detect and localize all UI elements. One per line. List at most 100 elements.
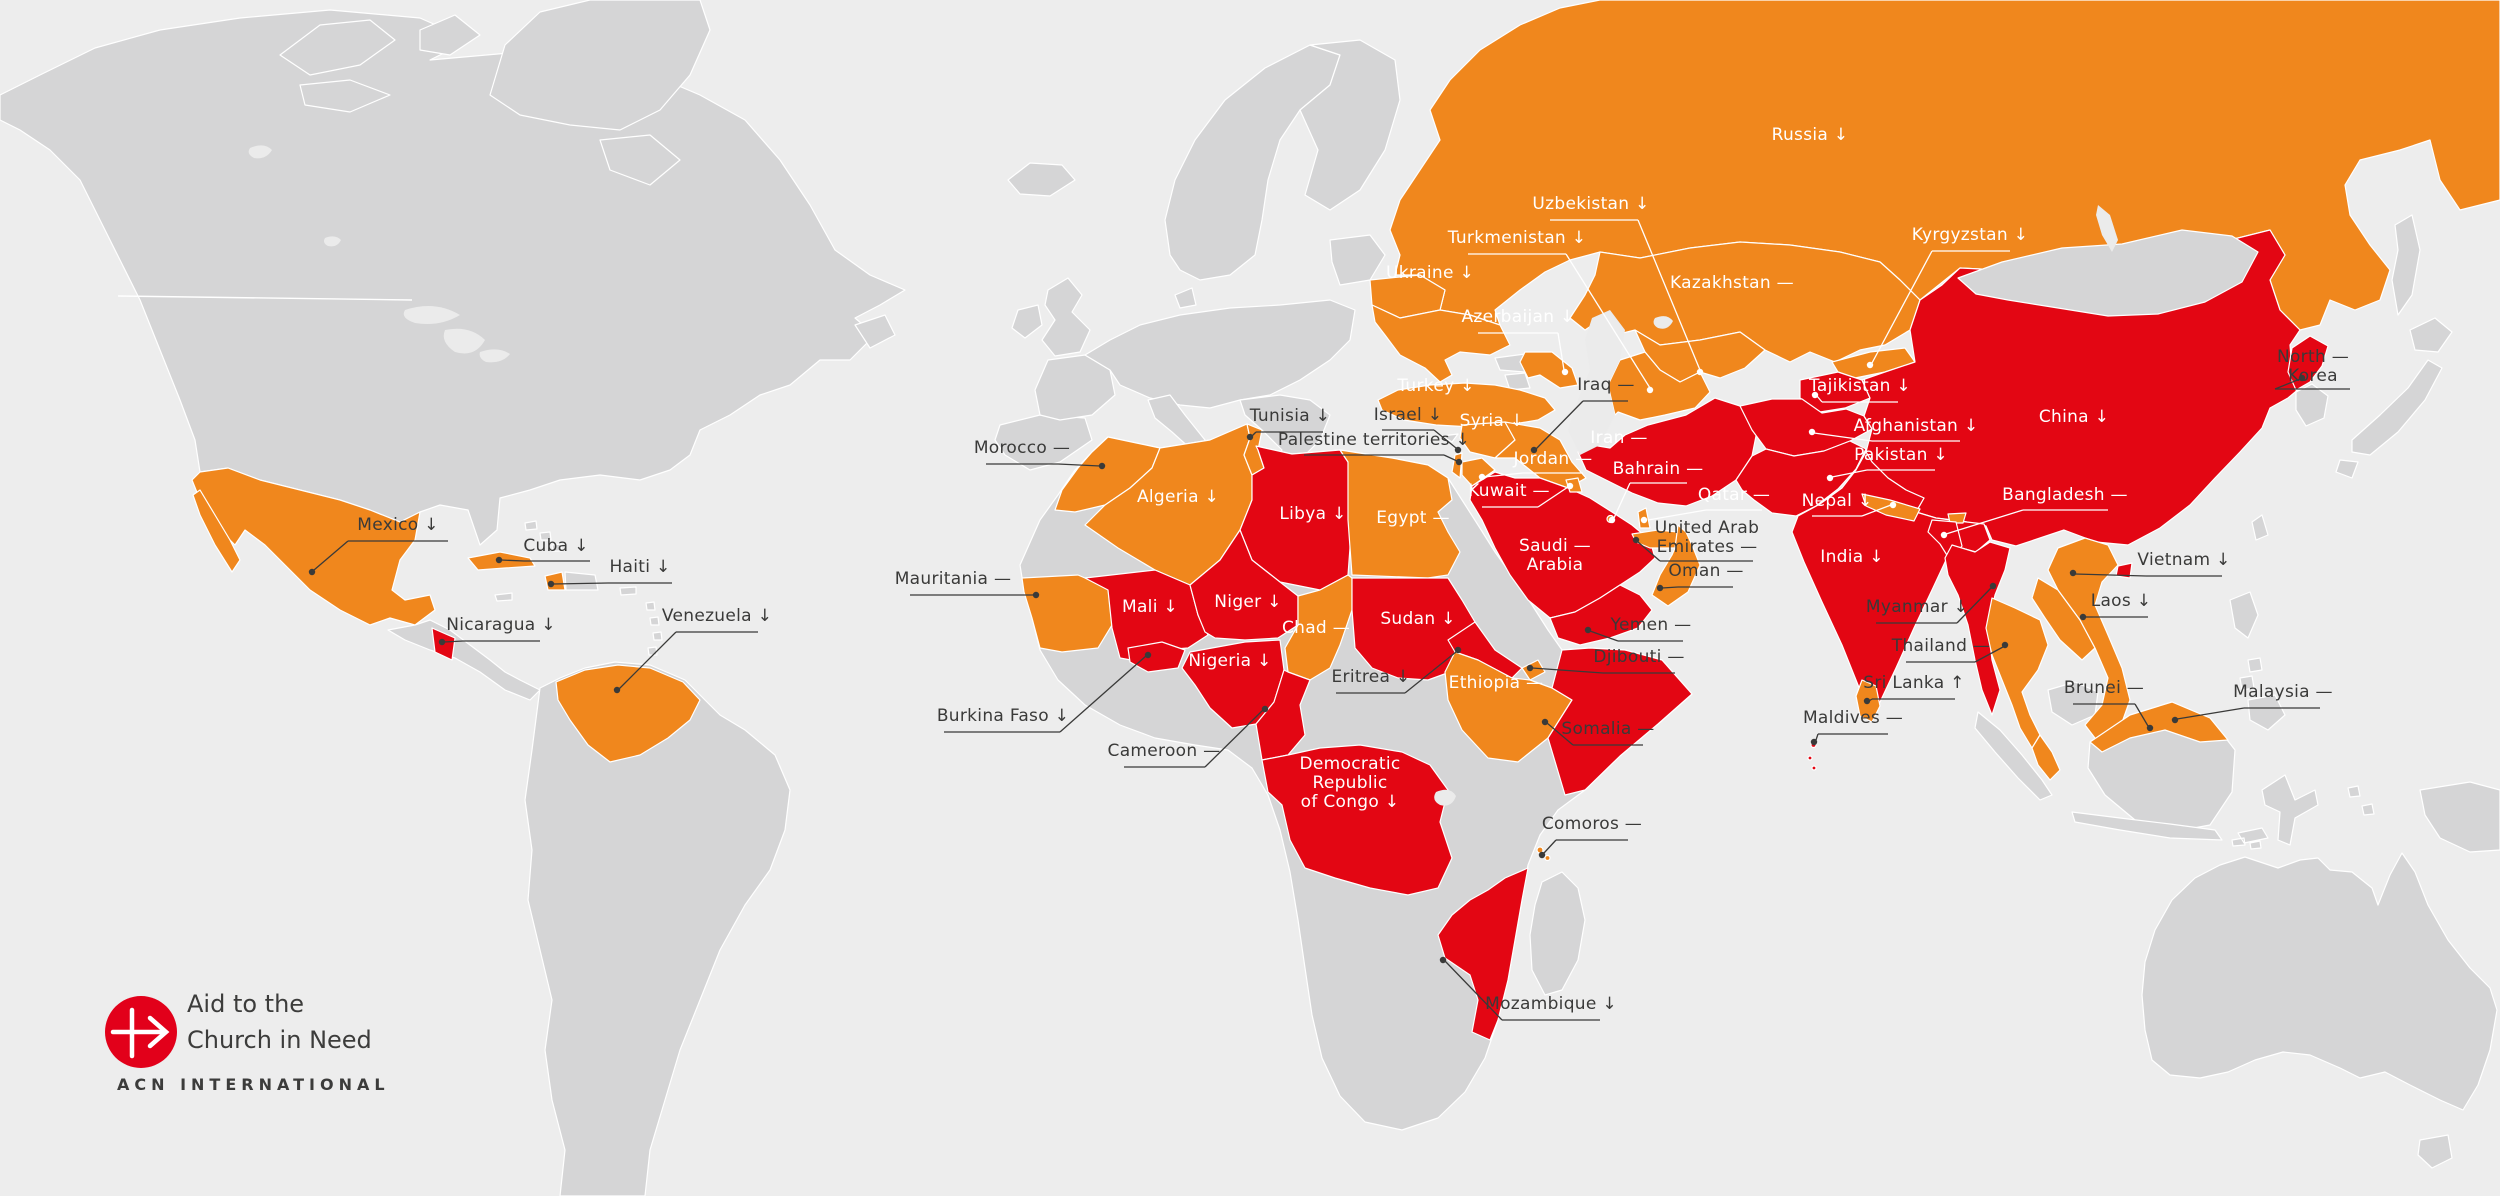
country-shape-haiti: [544, 571, 566, 591]
great-bear-lake: [248, 145, 272, 159]
country-marker-dot: [438, 638, 446, 646]
country-label-text: Myanmar ↓: [1866, 597, 1968, 617]
country-label-text: Kuwait —: [1468, 481, 1550, 501]
country-shape-drc: [1261, 744, 1453, 896]
country-shape-jamaica: [494, 592, 513, 602]
country-marker-dot: [1566, 482, 1574, 490]
country-label-text: Sudan ↓: [1380, 609, 1455, 629]
country-label-syria: Syria ↓: [1460, 411, 1524, 431]
country-marker-dot: [1632, 536, 1640, 544]
country-label-text: Egypt —: [1376, 508, 1450, 528]
country-marker-dot: [547, 580, 555, 588]
country-shape-japan: [2335, 317, 2453, 479]
country-label-eritrea: Eritrea ↓: [1332, 646, 1462, 694]
country-label-uzbekistan: Uzbekistan ↓: [1532, 194, 1704, 376]
leader-line: [1557, 332, 1565, 371]
country-label-text: China ↓: [2039, 407, 2109, 427]
leader-line: [1813, 432, 1873, 442]
country-label-sri-lanka: Sri Lanka ↑: [1863, 673, 1964, 705]
country-label-nepal: Nepal ↓: [1802, 491, 1897, 517]
logo-title-line2: Church in Need: [187, 1026, 372, 1054]
country-label-text: Venezuela ↓: [662, 606, 772, 626]
lake-winnipeg: [324, 236, 341, 247]
country-label-algeria: Algeria ↓: [1137, 487, 1219, 507]
country-label-oman: Oman —: [1656, 561, 1743, 592]
country-shape-newfoundland: [854, 314, 896, 349]
country-marker-dot: [2069, 569, 2077, 577]
country-label-cuba: Cuba ↓: [495, 536, 590, 564]
country-label-vietnam: Vietnam ↓: [2069, 550, 2230, 577]
country-label-text: Russia ↓: [1772, 125, 1849, 145]
country-shape-baffin: [599, 134, 681, 186]
country-label-azerbaijan: Azerbaijan ↓: [1461, 307, 1574, 376]
country-marker-dot: [1810, 738, 1818, 746]
country-shape-burkina-faso: [1127, 641, 1186, 673]
country-label-niger: Niger ↓: [1214, 592, 1281, 612]
country-label-text: Morocco —: [974, 438, 1070, 458]
country-label-kazakhstan: Kazakhstan —: [1670, 273, 1794, 293]
country-marker-dot: [2146, 724, 2154, 732]
country-label-text: Korea: [2288, 366, 2338, 386]
country-marker-dot: [308, 568, 316, 576]
leader-line: [1589, 630, 1619, 642]
country-label-haiti: Haiti ↓: [547, 557, 672, 588]
country-shape-tasmania: [2417, 1134, 2453, 1169]
country-label-maldives: Maldives —: [1803, 708, 1903, 746]
country-shape-baja-california: [192, 489, 241, 573]
country-label-nicaragua: Nicaragua ↓: [438, 615, 555, 646]
country-marker-dot: [1989, 582, 1997, 590]
country-label-afghanistan: Afghanistan ↓: [1808, 416, 1978, 442]
leader-line: [443, 640, 464, 643]
country-marker-dot: [1811, 391, 1819, 399]
country-label-somalia: Somalia —: [1541, 718, 1654, 746]
country-shape-united-kingdom: [1041, 277, 1091, 357]
country-label-text: Eritrea ↓: [1332, 667, 1411, 687]
country-label-tunisia: Tunisia ↓: [1246, 406, 1330, 441]
country-shape-bhutan: [1947, 512, 1967, 524]
country-marker-dot: [1646, 386, 1654, 394]
leader-line: [1057, 463, 1101, 467]
country-label-text: Sri Lanka ↑: [1863, 673, 1964, 693]
country-label-text: Bahrain —: [1613, 459, 1704, 479]
country-label-text: Comoros —: [1542, 814, 1642, 834]
country-label-text: Bangladesh —: [2002, 485, 2128, 505]
country-marker-dot: [1478, 473, 1486, 481]
us-canada-border: [117, 295, 413, 301]
leader-line: [1637, 219, 1701, 371]
country-label-text: Turkey ↓: [1396, 376, 1474, 396]
aral-sea: [1653, 316, 1673, 329]
highlighted-countries-layer: [191, 0, 2500, 1041]
country-shape-new-guinea: [2419, 781, 2500, 853]
country-shape-australia: [2141, 852, 2498, 1111]
country-label-yemen: Yemen —: [1584, 615, 1691, 642]
leader-line: [1565, 253, 1651, 389]
country-label-comoros: Comoros —: [1538, 814, 1642, 859]
country-label-kyrgyzstan: Kyrgyzstan ↓: [1866, 225, 2028, 369]
country-shape-djibouti: [1521, 659, 1546, 681]
country-shape-azerbaijan: [1519, 351, 1579, 389]
country-label-burkina-faso: Burkina Faso ↓: [937, 651, 1152, 733]
country-label-text: United Arab: [1655, 518, 1759, 538]
country-label-qatar: Qatar —: [1640, 485, 1770, 524]
country-shape-turkey: [1377, 382, 1556, 428]
leader-line: [1483, 472, 1524, 478]
country-label-text: Iraq —: [1577, 375, 1634, 395]
country-label-mexico: Mexico ↓: [308, 515, 448, 576]
country-label-djibouti: Djibouti —: [1526, 647, 1684, 674]
leader-line: [1443, 454, 1458, 462]
country-label-text: Nigeria ↓: [1188, 651, 1271, 671]
country-shape-south-america: [524, 661, 791, 1196]
country-shape-sulawesi: [2261, 774, 2319, 846]
country-shape-dominican-republic: [564, 571, 599, 591]
country-marker-dot: [2079, 613, 2087, 621]
country-shape-ireland: [1011, 304, 1043, 339]
country-label-text: Palestine territories ↓: [1278, 430, 1470, 450]
country-marker-dot: [1640, 516, 1648, 524]
country-label-text: Iran —: [1590, 428, 1647, 448]
country-label-text: Turkmenistan ↓: [1447, 228, 1587, 248]
leader-line: [552, 582, 609, 585]
leader-line: [1531, 667, 1604, 674]
country-label-sudan: Sudan ↓: [1380, 609, 1455, 629]
country-shape-mongolia: [1957, 229, 2259, 317]
